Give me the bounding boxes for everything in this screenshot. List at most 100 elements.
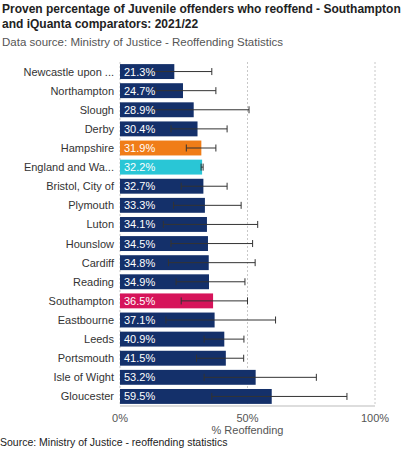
error-line <box>168 262 255 263</box>
category-label: Newcastle upon ... <box>24 66 115 78</box>
category-label: Luton <box>86 218 114 230</box>
error-bar <box>204 374 316 381</box>
tick-label: 50% <box>236 412 258 424</box>
data-label: 37.1% <box>124 314 155 326</box>
subtitle: Data source: Ministry of Justice - Reoff… <box>2 36 283 48</box>
category-label: Cardiff <box>82 257 115 269</box>
error-cap <box>181 183 182 190</box>
category-label: Derby <box>85 123 115 135</box>
data-label: 24.7% <box>124 85 155 97</box>
error-cap <box>204 374 205 381</box>
category-label: Leeds <box>84 333 114 345</box>
error-bar <box>156 87 216 94</box>
error-line <box>171 128 227 129</box>
data-label: 34.8% <box>124 257 155 269</box>
category-label: Slough <box>80 104 114 116</box>
error-bar <box>166 317 276 324</box>
title-line: Proven percentage of Juvenile offenders … <box>2 2 401 16</box>
category-label: Hounslow <box>66 238 114 250</box>
category-label: Isle of Wight <box>53 371 114 383</box>
error-cap <box>203 164 204 171</box>
data-label: 41.5% <box>124 352 155 364</box>
data-label: 33.3% <box>124 199 155 211</box>
error-line <box>153 109 249 110</box>
error-cap <box>255 259 256 266</box>
data-label: 32.2% <box>124 161 155 173</box>
error-cap <box>249 106 250 113</box>
error-line <box>176 281 245 282</box>
chart: Proven percentage of Juvenile offenders … <box>0 0 417 449</box>
category-label: England and Wa... <box>24 161 114 173</box>
error-cap <box>176 278 177 285</box>
category-label: Southampton <box>49 295 114 307</box>
data-label: 31.9% <box>124 142 155 154</box>
data-label: 40.9% <box>124 333 155 345</box>
error-line <box>186 148 216 149</box>
error-cap <box>196 355 197 362</box>
category-label: Portsmouth <box>58 352 114 364</box>
error-line <box>163 224 257 225</box>
error-bar <box>171 125 227 132</box>
data-label: 36.5% <box>124 295 155 307</box>
error-line <box>212 396 347 397</box>
data-label: 34.1% <box>124 218 155 230</box>
data-label: 59.5% <box>124 390 155 402</box>
error-cap <box>227 183 228 190</box>
category-label: Reading <box>73 276 114 288</box>
error-cap <box>163 221 164 228</box>
error-line <box>204 377 316 378</box>
error-bar <box>204 336 244 343</box>
error-line <box>197 358 244 359</box>
error-line <box>204 339 244 340</box>
error-line <box>171 243 253 244</box>
error-cap <box>215 145 216 152</box>
error-bar <box>201 164 203 171</box>
data-label: 21.3% <box>124 66 155 78</box>
category-label: Gloucester <box>61 390 115 402</box>
tick-label: 100% <box>361 412 389 424</box>
error-cap <box>243 355 244 362</box>
error-cap <box>243 336 244 343</box>
error-cap <box>165 317 166 324</box>
error-line <box>151 71 212 72</box>
error-cap <box>316 374 317 381</box>
error-cap <box>275 317 276 324</box>
title-line: and iQuanta comparators: 2021/22 <box>2 17 198 31</box>
error-cap <box>186 145 187 152</box>
error-bar <box>181 183 227 190</box>
category-label: Hampshire <box>61 142 114 154</box>
error-cap <box>168 259 169 266</box>
error-cap <box>241 202 242 209</box>
error-line <box>174 205 242 206</box>
error-bar <box>151 68 212 75</box>
error-bar <box>163 221 257 228</box>
category-label: Plymouth <box>68 199 114 211</box>
error-bar <box>186 145 216 152</box>
error-line <box>181 186 227 187</box>
title: Proven percentage of Juvenile offenders … <box>2 2 401 31</box>
bar <box>120 160 202 175</box>
error-cap <box>215 87 216 94</box>
error-bar <box>168 259 255 266</box>
error-cap <box>346 393 347 400</box>
error-bar <box>197 355 244 362</box>
category-label: Bristol, City of <box>46 180 115 192</box>
error-cap <box>155 87 156 94</box>
error-cap <box>244 278 245 285</box>
error-cap <box>204 336 205 343</box>
marks <box>120 64 347 404</box>
error-line <box>166 320 276 321</box>
error-cap <box>171 125 172 132</box>
axis-label: % Reoffending <box>212 424 284 436</box>
data-label: 34.5% <box>124 238 155 250</box>
category-label: Northampton <box>50 85 114 97</box>
error-bar <box>176 278 245 285</box>
grid-line <box>247 62 248 406</box>
data-label: 34.9% <box>124 276 155 288</box>
data-label: 32.7% <box>124 180 155 192</box>
category-label: Eastbourne <box>58 314 114 326</box>
x-axis <box>120 406 375 407</box>
error-cap <box>257 221 258 228</box>
error-cap <box>227 125 228 132</box>
data-label: 30.4% <box>124 123 155 135</box>
